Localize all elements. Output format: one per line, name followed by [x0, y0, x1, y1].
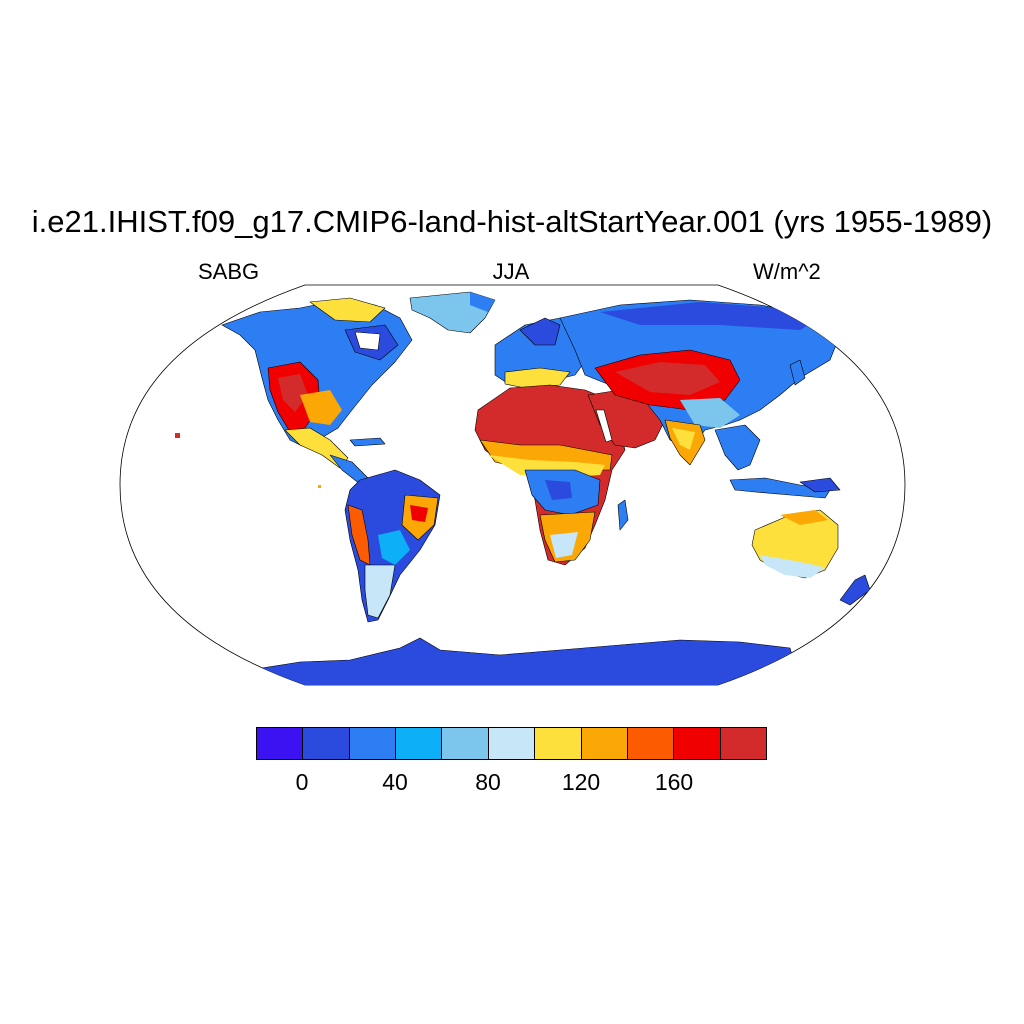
colorbar-tick-label: 0 — [295, 769, 309, 795]
colorbar-tick-label: 160 — [654, 769, 694, 795]
hawaii-marker — [175, 433, 180, 438]
caribbean — [349, 437, 386, 447]
japan — [789, 359, 806, 386]
colorbar — [256, 727, 767, 760]
map-title: i.e21.IHIST.f09_g17.CMIP6-land-hist-altS… — [31, 204, 993, 239]
sa-mid — [378, 530, 410, 565]
hudson-bay — [354, 331, 381, 351]
colorbar-tick-label: 80 — [475, 769, 501, 795]
colorbar-cell — [442, 728, 489, 759]
europe-south — [504, 367, 571, 389]
units-label: W/m^2 — [753, 259, 821, 284]
colorbar-cell — [303, 728, 350, 759]
colorbar-cell — [535, 728, 582, 759]
colorbar-tick-label: 120 — [561, 769, 601, 795]
se-asia — [714, 424, 761, 471]
colorbar-cell — [720, 728, 766, 759]
scandinavia — [519, 317, 561, 346]
na-west-desert-core — [278, 374, 308, 412]
india-yellow — [672, 428, 695, 450]
colorbar-cell — [627, 728, 675, 759]
indonesia — [729, 477, 831, 499]
colorbar-cell — [674, 728, 721, 759]
season-label: JJA — [492, 259, 530, 284]
africa-central-core — [545, 480, 572, 500]
sa-east-red — [410, 505, 428, 522]
new-zealand — [839, 574, 871, 606]
australia-south — [760, 555, 825, 578]
small-island — [318, 485, 321, 488]
colorbar-tick-label: 40 — [382, 769, 408, 795]
colorbar-cell — [396, 728, 443, 759]
colorbar-cell — [488, 728, 536, 759]
colorbar-cell — [581, 728, 628, 759]
colorbar-cell — [257, 728, 304, 759]
na-arctic-islands — [309, 297, 386, 323]
siberia-north — [600, 302, 820, 330]
colorbar-cell — [349, 728, 397, 759]
greenland-edge — [470, 292, 495, 312]
new-guinea — [799, 477, 841, 493]
australia-north — [780, 510, 828, 525]
variable-label: SABG — [198, 259, 260, 284]
na-plains — [300, 390, 342, 425]
africa-south-light — [550, 532, 578, 558]
tibet — [680, 398, 740, 428]
red-sea — [595, 409, 613, 443]
central-asia-core — [615, 362, 720, 395]
madagascar — [617, 499, 629, 531]
